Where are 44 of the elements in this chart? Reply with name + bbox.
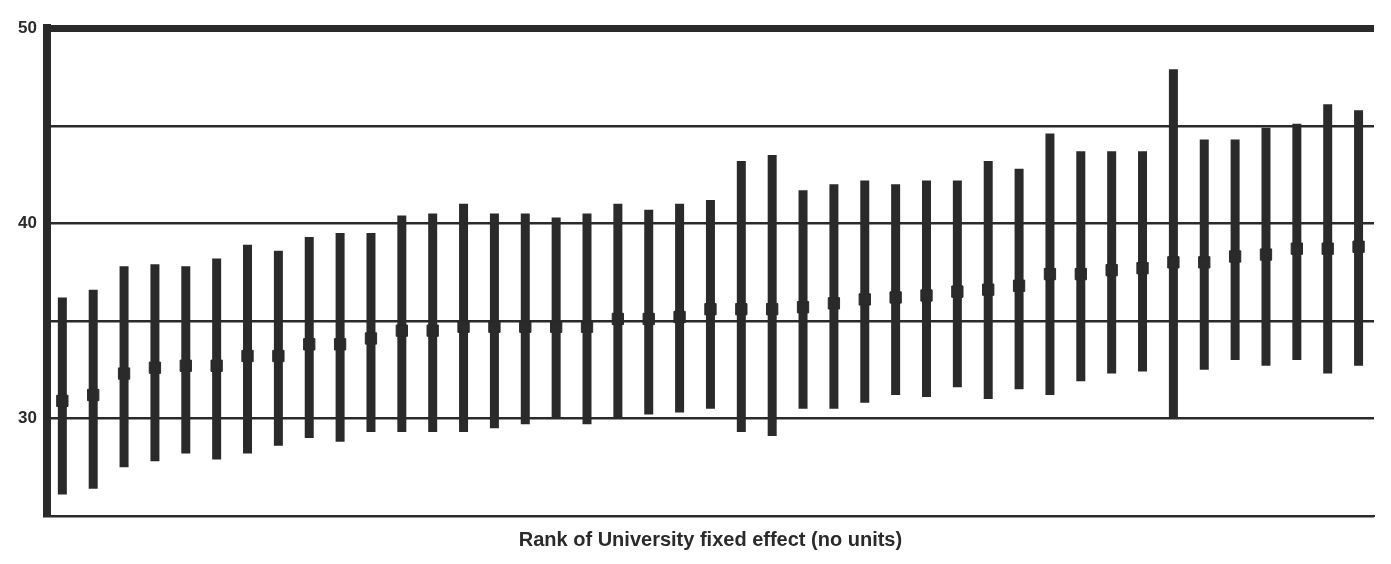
point (1228, 250, 1242, 263)
point (56, 394, 69, 408)
point (580, 320, 594, 333)
x-axis-title: Rank of University fixed effect (no units) (518, 527, 903, 550)
point (951, 285, 964, 298)
point (704, 303, 717, 316)
y-tick-label: 50 (17, 17, 37, 37)
point (117, 367, 131, 380)
point (426, 324, 439, 337)
point (395, 324, 408, 337)
point (611, 312, 625, 326)
point (735, 303, 748, 316)
point (920, 289, 933, 302)
point (333, 338, 347, 351)
point (827, 297, 841, 310)
point (796, 301, 810, 314)
point (1043, 267, 1057, 281)
point (549, 320, 563, 333)
point (1352, 240, 1365, 253)
point (982, 283, 995, 296)
point (766, 303, 779, 316)
point (889, 291, 902, 304)
point (179, 359, 192, 372)
point (241, 349, 254, 363)
point (303, 338, 316, 351)
point (1321, 242, 1334, 255)
point (1074, 267, 1087, 281)
point (87, 388, 100, 402)
point (858, 293, 871, 306)
point (1105, 263, 1118, 277)
point (1259, 248, 1273, 261)
point (1012, 279, 1026, 292)
point (673, 310, 686, 324)
point (1198, 256, 1211, 269)
point (148, 361, 162, 374)
point (1136, 262, 1149, 275)
point (642, 312, 655, 326)
point (1290, 242, 1303, 255)
point (210, 359, 223, 372)
point (364, 332, 378, 345)
y-tick-label: 40 (17, 213, 37, 233)
point (1167, 256, 1180, 269)
point (272, 349, 285, 363)
y-tick-label: 30 (17, 408, 37, 428)
